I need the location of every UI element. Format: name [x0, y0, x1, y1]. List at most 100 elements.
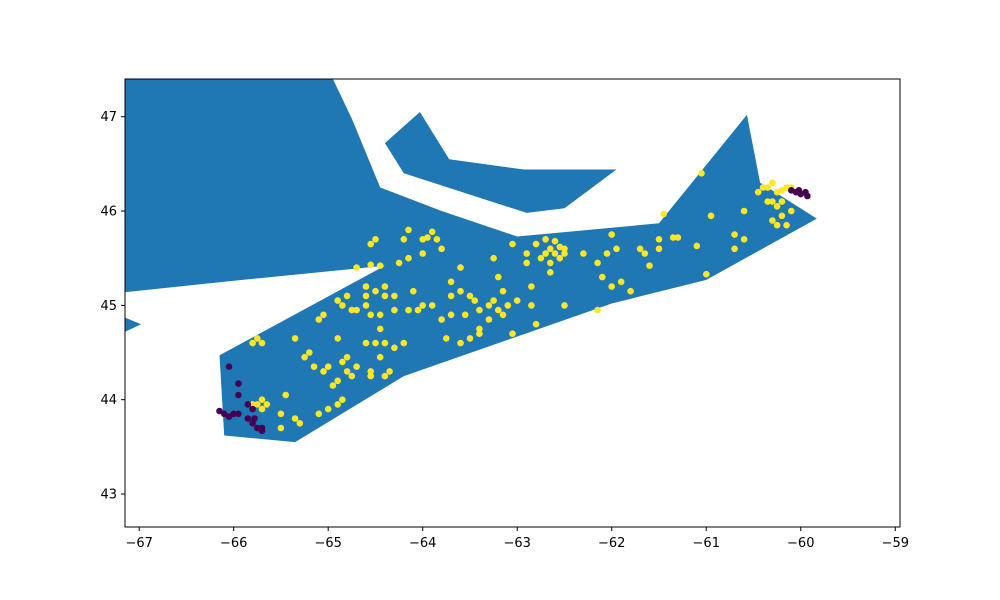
scatter-point-cluster_a-129 [353, 363, 360, 371]
x-tick-label: −60 [787, 536, 814, 551]
scatter-point-cluster_a-98 [362, 283, 370, 290]
scatter-point-cluster_a-99 [372, 287, 379, 295]
scatter-point-cluster_a-77 [754, 188, 762, 196]
scatter-point-cluster_a-18 [447, 311, 455, 319]
scatter-point-cluster_a-106 [419, 302, 427, 309]
scatter-point-cluster_a-43 [551, 237, 559, 245]
scatter-point-cluster_a-147 [291, 415, 299, 422]
scatter-point-cluster_a-53 [561, 245, 568, 253]
scatter-point-cluster_a-24 [495, 306, 502, 314]
scatter-point-cluster_a-33 [499, 287, 507, 295]
scatter-point-cluster_a-156 [249, 339, 256, 347]
scatter-point-cluster_a-157 [253, 335, 261, 342]
scatter-point-cluster_a-17 [447, 292, 455, 300]
scatter-point-cluster_a-78 [764, 184, 771, 191]
land-island [384, 112, 617, 213]
scatter-point-cluster_a-164 [561, 250, 568, 257]
scatter-point-cluster_b-10 [244, 415, 252, 422]
scatter-point-cluster_a-10 [367, 261, 375, 269]
scatter-point-cluster_a-68 [693, 242, 701, 250]
scatter-point-cluster_a-84 [773, 203, 781, 210]
scatter-point-cluster_a-161 [504, 302, 512, 309]
scatter-point-cluster_a-46 [547, 269, 554, 276]
scatter-point-cluster_a-114 [343, 292, 351, 300]
scatter-point-cluster_a-15 [466, 292, 474, 300]
scatter-point-cluster_a-0 [372, 236, 379, 243]
scatter-point-cluster_a-113 [334, 297, 342, 304]
scatter-point-cluster_a-48 [528, 283, 535, 290]
scatter-point-cluster_b-1 [220, 410, 228, 418]
scatter-point-cluster_a-128 [381, 372, 389, 380]
scatter-point-cluster_a-72 [731, 245, 738, 253]
scatter-point-cluster_a-64 [655, 245, 663, 253]
scatter-point-cluster_a-75 [740, 207, 748, 215]
scatter-point-cluster_a-96 [362, 302, 370, 309]
scatter-point-cluster_a-79 [769, 179, 776, 186]
scatter-point-cluster_a-20 [461, 311, 469, 319]
scatter-point-cluster_a-35 [490, 254, 497, 262]
scatter-point-cluster_a-28 [476, 330, 483, 338]
scatter-point-cluster_a-134 [334, 377, 342, 385]
scatter-point-cluster_a-167 [669, 234, 677, 241]
scatter-point-cluster_a-94 [376, 311, 384, 319]
y-tick-label: 45 [100, 299, 117, 314]
scatter-point-cluster_a-49 [528, 302, 535, 309]
scatter-point-cluster_a-127 [386, 368, 393, 375]
scatter-point-cluster_a-21 [476, 306, 483, 314]
scatter-point-cluster_a-160 [447, 278, 455, 286]
scatter-point-cluster_a-117 [320, 311, 327, 319]
scatter-point-cluster_a-143 [329, 382, 337, 389]
scatter-point-cluster_a-122 [400, 339, 408, 347]
scatter-point-cluster_a-50 [513, 297, 521, 304]
scatter-point-cluster_a-144 [324, 405, 332, 413]
scatter-point-cluster_a-27 [476, 325, 483, 333]
x-tick-label: −62 [598, 536, 625, 551]
scatter-point-cluster_a-153 [258, 405, 266, 413]
x-tick-label: −67 [125, 536, 152, 551]
scatter-point-cluster_a-118 [334, 335, 342, 342]
scatter-point-cluster_a-88 [769, 217, 776, 224]
scatter-point-cluster_a-14 [457, 287, 464, 295]
scatter-point-cluster_a-47 [537, 254, 545, 262]
scatter-point-cluster_a-38 [532, 240, 540, 248]
scatter-point-cluster_a-145 [315, 410, 323, 418]
scatter-point-cluster_a-109 [381, 292, 389, 300]
scatter-point-cluster_a-152 [263, 401, 271, 408]
scatter-point-cluster_a-54 [580, 250, 587, 257]
scatter-point-cluster_b-20 [804, 192, 811, 200]
scatter-point-cluster_a-29 [466, 335, 474, 342]
scatter-point-cluster_a-132 [339, 358, 346, 366]
scatter-point-cluster_b-15 [258, 424, 266, 432]
scatter-point-cluster_a-30 [457, 339, 464, 347]
scatter-point-cluster_a-74 [740, 236, 748, 243]
scatter-point-cluster_a-62 [636, 245, 644, 253]
scatter-point-cluster_a-36 [509, 240, 516, 248]
scatter-point-cluster_a-60 [617, 278, 625, 286]
scatter-point-cluster_a-142 [339, 396, 346, 404]
scatter-point-cluster_a-6 [433, 236, 441, 243]
scatter-point-cluster_a-166 [641, 250, 649, 257]
scatter-point-cluster_a-57 [608, 231, 615, 238]
scatter-point-cluster_a-137 [310, 363, 318, 371]
scatter-point-cluster_a-139 [291, 335, 299, 342]
scatter-point-cluster_a-8 [395, 259, 403, 267]
scatter-point-cluster_a-44 [556, 254, 564, 262]
scatter-point-cluster_a-66 [660, 210, 667, 218]
x-tick-label: −65 [314, 536, 341, 551]
scatter-point-cluster_a-93 [594, 306, 601, 314]
axes-frame [124, 78, 901, 528]
scatter-point-cluster_a-95 [376, 325, 384, 333]
scatter-point-cluster_a-105 [414, 306, 422, 314]
scatter-point-cluster_a-119 [362, 339, 370, 347]
scatter-point-cluster_a-71 [707, 212, 715, 220]
scatter-point-cluster_a-103 [405, 306, 412, 314]
scatter-point-cluster_a-13 [457, 264, 464, 271]
scatter-point-cluster_a-76 [759, 184, 767, 191]
scatter-point-cluster_a-124 [376, 353, 384, 361]
scatter-point-cluster_a-102 [391, 306, 398, 314]
scatter-point-cluster_b-6 [235, 380, 242, 387]
y-tick-label: 44 [100, 393, 117, 408]
scatter-point-cluster_a-149 [277, 410, 285, 418]
scatter-point-cluster_a-5 [428, 228, 436, 236]
